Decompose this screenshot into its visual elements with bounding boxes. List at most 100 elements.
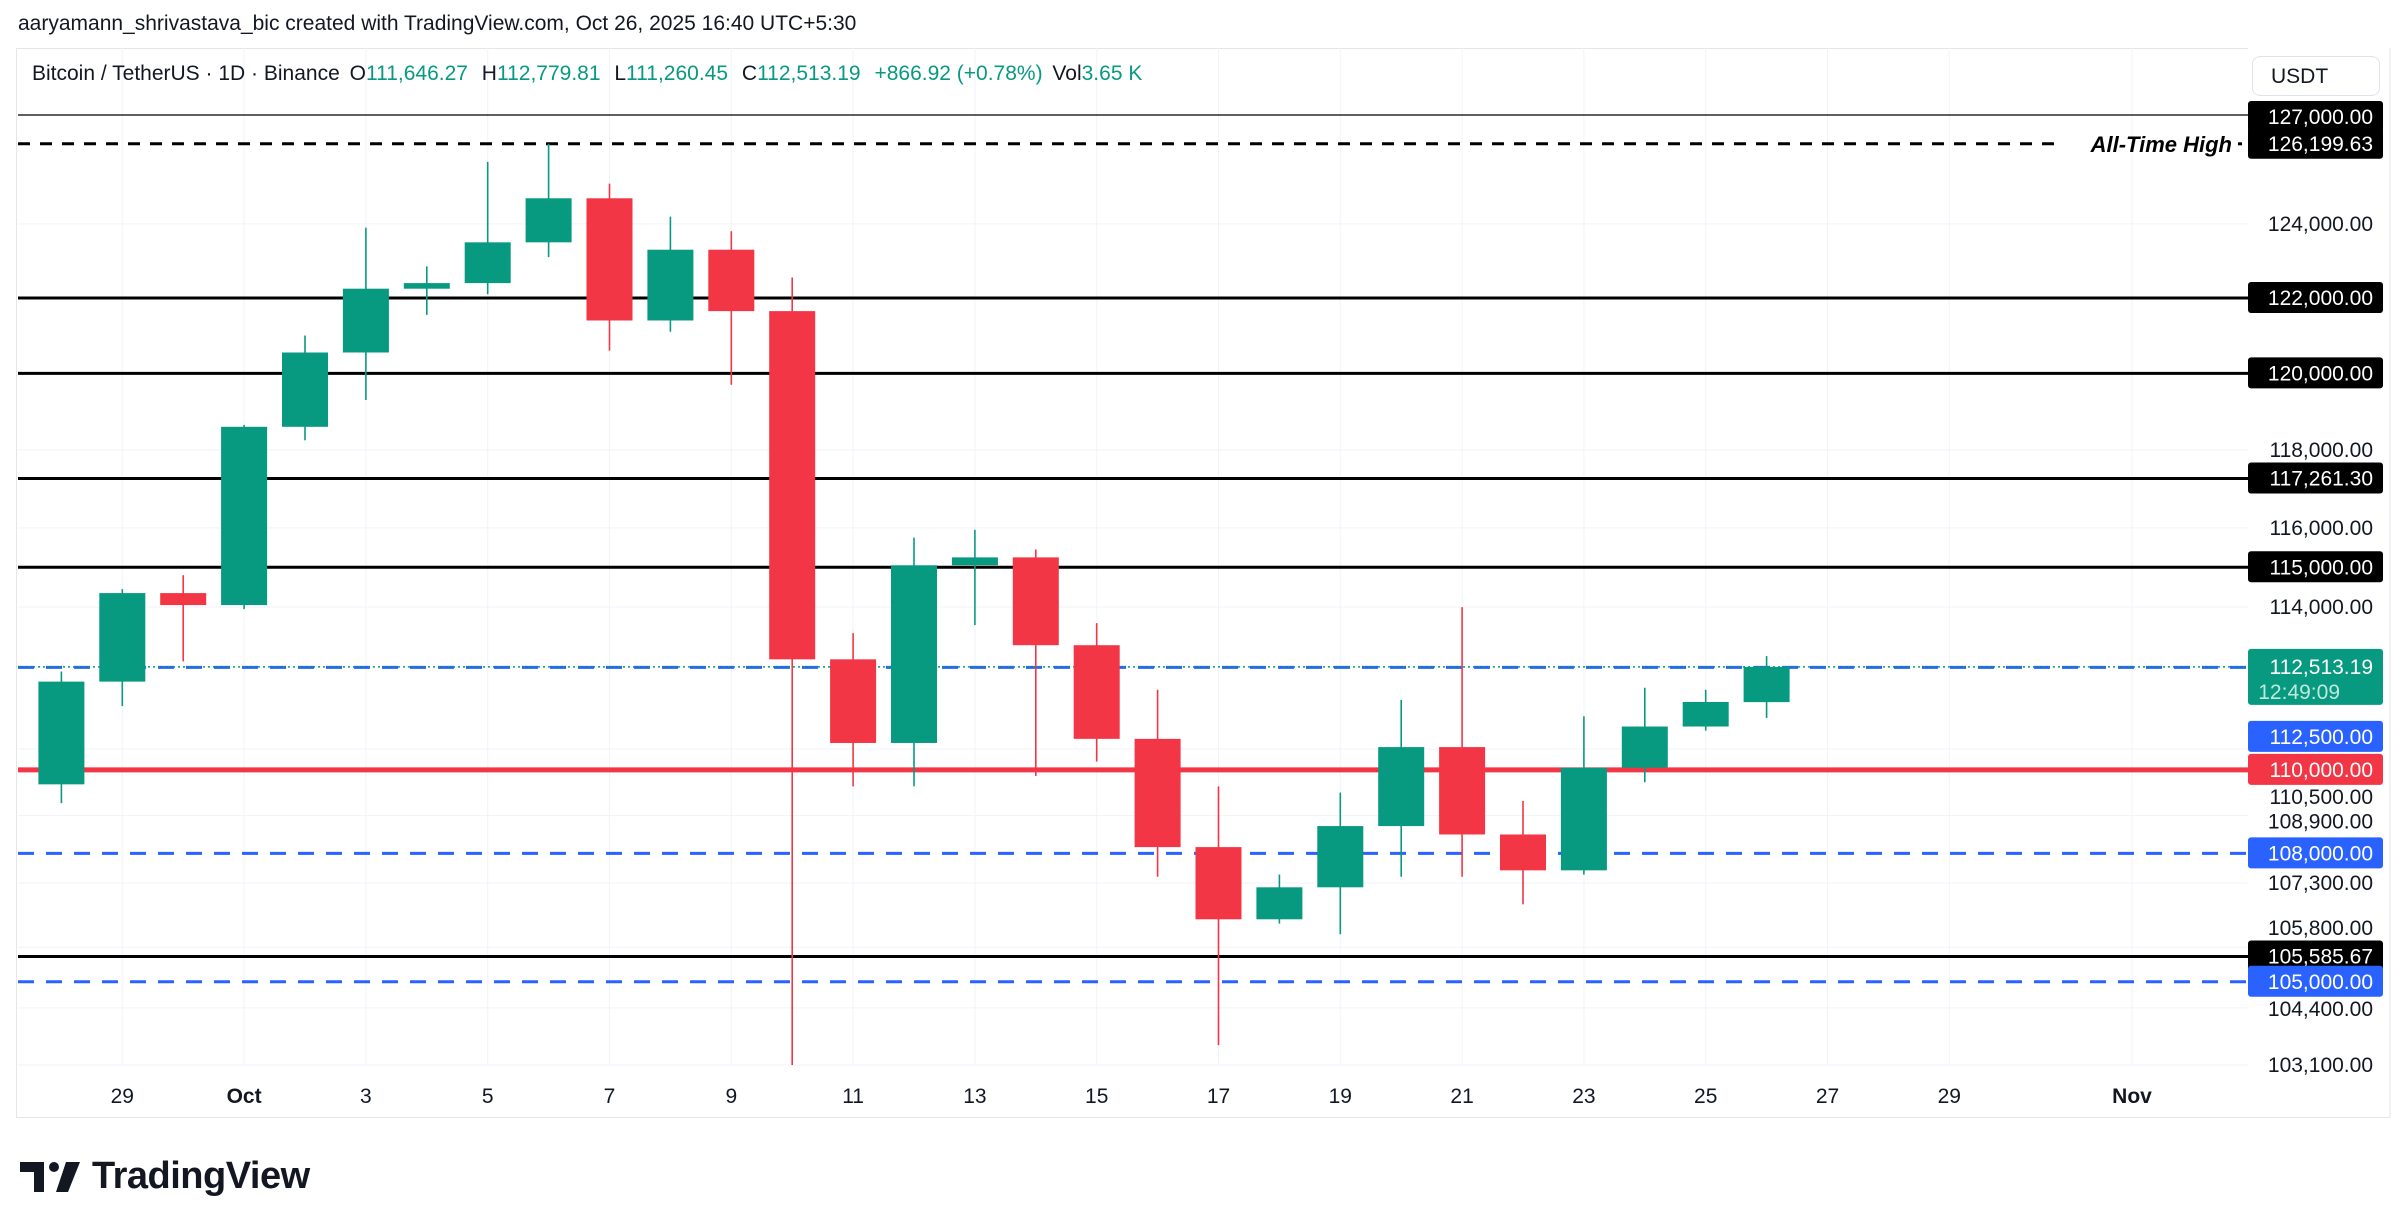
time-axis-label: 23 [1572, 1085, 1595, 1108]
change-value: +866.92 (+0.78%) [874, 62, 1043, 85]
tradingview-logo-icon [20, 1161, 80, 1192]
candle-body[interactable] [160, 593, 207, 606]
last-price-label [2248, 648, 2383, 705]
time-axis-label: 13 [963, 1085, 986, 1108]
price-level-label [2248, 940, 2383, 972]
price-level-label-text: 112,500.00 [2269, 726, 2373, 749]
all-time-high-label: All-Time High [2090, 132, 2232, 157]
candle-body[interactable] [1378, 747, 1425, 827]
price-level-label-text: 115,000.00 [2269, 556, 2373, 579]
price-level-label [2248, 357, 2383, 389]
candle-body[interactable] [38, 681, 85, 785]
time-axis-label: 27 [1816, 1085, 1839, 1108]
candle-body[interactable] [99, 593, 146, 682]
low-value: 111,260.45 [626, 62, 729, 85]
time-axis-label: 21 [1450, 1085, 1473, 1108]
candle-body[interactable] [403, 283, 450, 289]
candle-body[interactable] [1439, 747, 1486, 835]
price-level-label-text: 122,000.00 [2268, 287, 2373, 310]
price-level-label-text: 108,000.00 [2268, 842, 2373, 865]
chart-creator-caption: aaryamann_shrivastava_bic created with T… [18, 12, 857, 35]
price-level-label-text: 127,000.00 [2268, 106, 2373, 129]
price-level-label-text: 126,199.63 [2268, 133, 2373, 156]
time-axis-label: 17 [1207, 1085, 1230, 1108]
candle-body[interactable] [1073, 645, 1120, 739]
price-axis-tick: 114,000.00 [2269, 596, 2373, 619]
candle-body[interactable] [1317, 826, 1364, 888]
candle-body[interactable] [891, 565, 937, 743]
candle-body[interactable] [221, 426, 268, 606]
candle-body[interactable] [1621, 726, 1668, 768]
low-label: L [614, 62, 627, 85]
time-axis-label: 25 [1694, 1085, 1717, 1108]
candle-body[interactable] [647, 249, 694, 321]
price-axis-tick: 124,000.00 [2268, 213, 2373, 236]
time-axis-label: 3 [360, 1085, 372, 1108]
time-axis-label: 19 [1329, 1085, 1352, 1108]
candle-body[interactable] [951, 557, 998, 566]
currency-button[interactable]: USDT [2252, 56, 2380, 96]
price-axis[interactable] [2248, 48, 2390, 1117]
time-axis-label: 29 [1938, 1085, 1961, 1108]
candle-body[interactable] [282, 352, 328, 427]
time-axis-label: 15 [1085, 1085, 1108, 1108]
candle-body[interactable] [464, 242, 511, 284]
candle-body[interactable] [586, 198, 633, 321]
high-label: H [481, 62, 497, 85]
candle-body[interactable] [769, 311, 816, 660]
price-level-label [2248, 127, 2383, 159]
price-level-label [2248, 462, 2383, 494]
open-value: 111,646.27 [365, 62, 468, 85]
symbol-legend: Bitcoin / TetherUS · 1D · Binance O111,6… [32, 62, 1150, 86]
price-axis-tick: 118,000.00 [2269, 439, 2373, 462]
candle-body[interactable] [830, 659, 877, 743]
time-axis-label: 29 [111, 1085, 134, 1108]
price-level-label-text: 110,000.00 [2269, 759, 2373, 782]
candle-body[interactable] [1743, 666, 1790, 703]
open-label: O [349, 62, 366, 85]
price-level-label [2248, 282, 2383, 314]
price-level-label-text: 105,585.67 [2268, 945, 2373, 968]
volume-label: Vol [1052, 62, 1082, 85]
price-level-label [2248, 551, 2383, 583]
time-axis-label: 9 [725, 1085, 737, 1108]
price-axis-tick: 104,400.00 [2268, 998, 2373, 1021]
price-level-label [2248, 101, 2383, 132]
candle-body[interactable] [1682, 701, 1729, 727]
candle-body[interactable] [1195, 847, 1242, 920]
price-axis-tick: 110,500.00 [2269, 786, 2373, 809]
price-level-label-text: 105,000.00 [2268, 971, 2373, 994]
time-axis-label: 5 [482, 1085, 494, 1108]
candle-body[interactable] [1012, 557, 1059, 646]
close-label: C [741, 62, 758, 85]
time-axis-label: Oct [227, 1085, 262, 1108]
price-level-label [2248, 965, 2383, 997]
candle-body[interactable] [525, 198, 572, 243]
volume-value: 3.65 K [1081, 62, 1143, 85]
bar-countdown-text: 12:49:09 [2258, 681, 2340, 704]
time-axis-label: 11 [842, 1085, 864, 1108]
price-level-label [2248, 720, 2383, 752]
candle-body[interactable] [1256, 887, 1303, 920]
price-level-label-text: 120,000.00 [2268, 362, 2373, 385]
tradingview-logo[interactable]: TradingView [20, 1155, 310, 1198]
candle-body[interactable] [1500, 834, 1546, 871]
price-axis-tick: 107,300.00 [2268, 872, 2373, 895]
symbol-title[interactable]: Bitcoin / TetherUS · 1D · Binance [32, 62, 340, 85]
candle-body[interactable] [342, 288, 389, 353]
close-value: 112,513.19 [757, 62, 861, 85]
candle-body[interactable] [708, 249, 755, 312]
candle-body[interactable] [1560, 767, 1607, 871]
time-axis-label: 7 [604, 1085, 616, 1108]
last-price-label-text: 112,513.19 [2269, 656, 2373, 679]
price-axis-tick: 105,800.00 [2268, 917, 2373, 940]
price-axis-tick: 116,000.00 [2269, 517, 2373, 540]
price-axis-tick: 103,100.00 [2268, 1054, 2373, 1077]
high-value: 112,779.81 [496, 62, 601, 85]
price-level-label-text: 117,261.30 [2269, 468, 2373, 491]
time-axis-label: Nov [2112, 1085, 2152, 1108]
price-axis-tick: 108,900.00 [2268, 811, 2373, 834]
candle-body[interactable] [1134, 738, 1181, 848]
tradingview-wordmark: TradingView [92, 1155, 310, 1197]
